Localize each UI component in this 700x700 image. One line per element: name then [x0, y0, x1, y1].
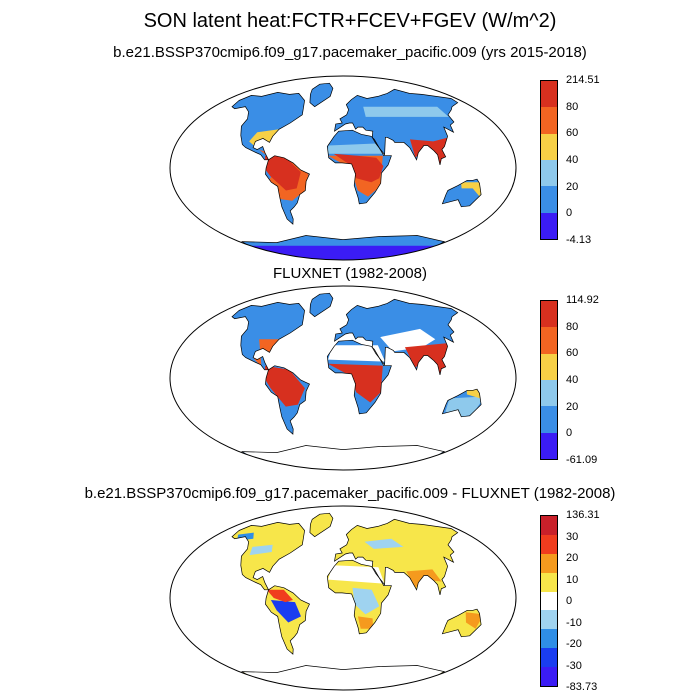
colorbar-segment	[541, 572, 557, 593]
colorbar-segment	[541, 301, 557, 328]
colorbar-label: 60	[566, 347, 579, 360]
figure-title: SON latent heat:FCTR+FCEV+FGEV (W/m^2)	[143, 10, 557, 32]
panel-1-title: b.e21.BSSP370cmip6.f09_g17.pacemaker_pac…	[113, 44, 587, 61]
panel-2-title: FLUXNET (1982-2008)	[273, 265, 427, 282]
colorbar-segment	[541, 353, 557, 381]
colorbar-segment	[541, 133, 557, 161]
colorbar-label: -4.13	[566, 234, 592, 246]
colorbar-segment	[541, 516, 557, 536]
colorbar-segment	[541, 591, 557, 611]
colorbar-segment	[541, 212, 557, 240]
colorbar-label: -10	[566, 616, 582, 629]
colorbar-segment	[541, 648, 557, 668]
colorbar-label: -30	[566, 659, 582, 672]
map-outline	[169, 285, 517, 471]
colorbar-segment	[541, 406, 557, 434]
coastline-greenland	[309, 292, 334, 318]
colorbar-label: 20	[566, 552, 579, 564]
colorbar-label: 0	[566, 207, 573, 220]
coastline-north-america	[231, 522, 305, 591]
coastline-africa	[326, 129, 392, 205]
colorbar-segment	[541, 534, 557, 555]
colorbar-label: 40	[566, 154, 579, 166]
coastline-greenland	[309, 512, 334, 538]
colorbar-label: 30	[566, 530, 579, 543]
map-outline	[169, 505, 517, 691]
colorbar-segment	[541, 160, 557, 187]
coastline-africa	[326, 559, 392, 635]
colorbar-segment	[541, 432, 557, 460]
coastline-south-america	[265, 155, 310, 225]
coastline-antarctica	[241, 665, 446, 690]
coastline-south-america	[265, 365, 310, 435]
colorbar-segment	[541, 81, 557, 108]
coastline-north-america	[231, 92, 305, 161]
colorbar-label: 60	[566, 127, 579, 140]
colorbar-box	[540, 515, 558, 687]
coastline-antarctica	[241, 445, 446, 470]
map-panel-2	[169, 285, 517, 471]
map-panel-3	[169, 505, 517, 691]
coastline-greenland	[309, 82, 334, 108]
colorbar-segment	[541, 553, 557, 574]
coastline-south-america	[265, 585, 310, 655]
colorbar-segment	[541, 107, 557, 135]
coastline-australia	[441, 388, 482, 418]
colorbar-segment	[541, 327, 557, 355]
colorbar-segment	[541, 186, 557, 214]
coastline-australia	[441, 178, 482, 208]
colorbar-label: 0	[566, 595, 573, 607]
colorbar-box	[540, 80, 558, 240]
colorbar-label: -83.73	[566, 681, 598, 693]
colorbar-label: 0	[566, 427, 573, 440]
map-panel-1	[169, 75, 517, 261]
colorbar-label: 114.92	[566, 294, 599, 306]
coastline-africa	[326, 339, 392, 415]
colorbar-label: -61.09	[566, 454, 598, 466]
panel-3-title: b.e21.BSSP370cmip6.f09_g17.pacemaker_pac…	[84, 485, 616, 502]
colorbar-label: 214.51	[566, 74, 600, 86]
colorbar-label: 80	[566, 100, 579, 113]
ocean-background	[170, 506, 516, 690]
coastline-antarctica	[241, 235, 446, 260]
colorbar-label: 136.31	[566, 509, 600, 521]
colorbar-segment	[541, 629, 557, 649]
colorbar-label: 80	[566, 320, 579, 333]
colorbar-label: 20	[566, 180, 579, 193]
ocean-background	[170, 286, 516, 470]
colorbar-label: 20	[566, 400, 579, 413]
colorbar-segment	[541, 380, 557, 407]
coastline-australia	[441, 608, 482, 638]
colorbar-label: -20	[566, 638, 582, 650]
coastline-north-america	[231, 302, 305, 371]
colorbar-segment	[541, 667, 557, 687]
map-outline	[169, 75, 517, 261]
colorbar-segment	[541, 610, 557, 630]
colorbar-label: 40	[566, 374, 579, 386]
colorbar-box	[540, 300, 558, 460]
colorbar-label: 10	[566, 573, 579, 586]
ocean-background	[170, 76, 516, 260]
